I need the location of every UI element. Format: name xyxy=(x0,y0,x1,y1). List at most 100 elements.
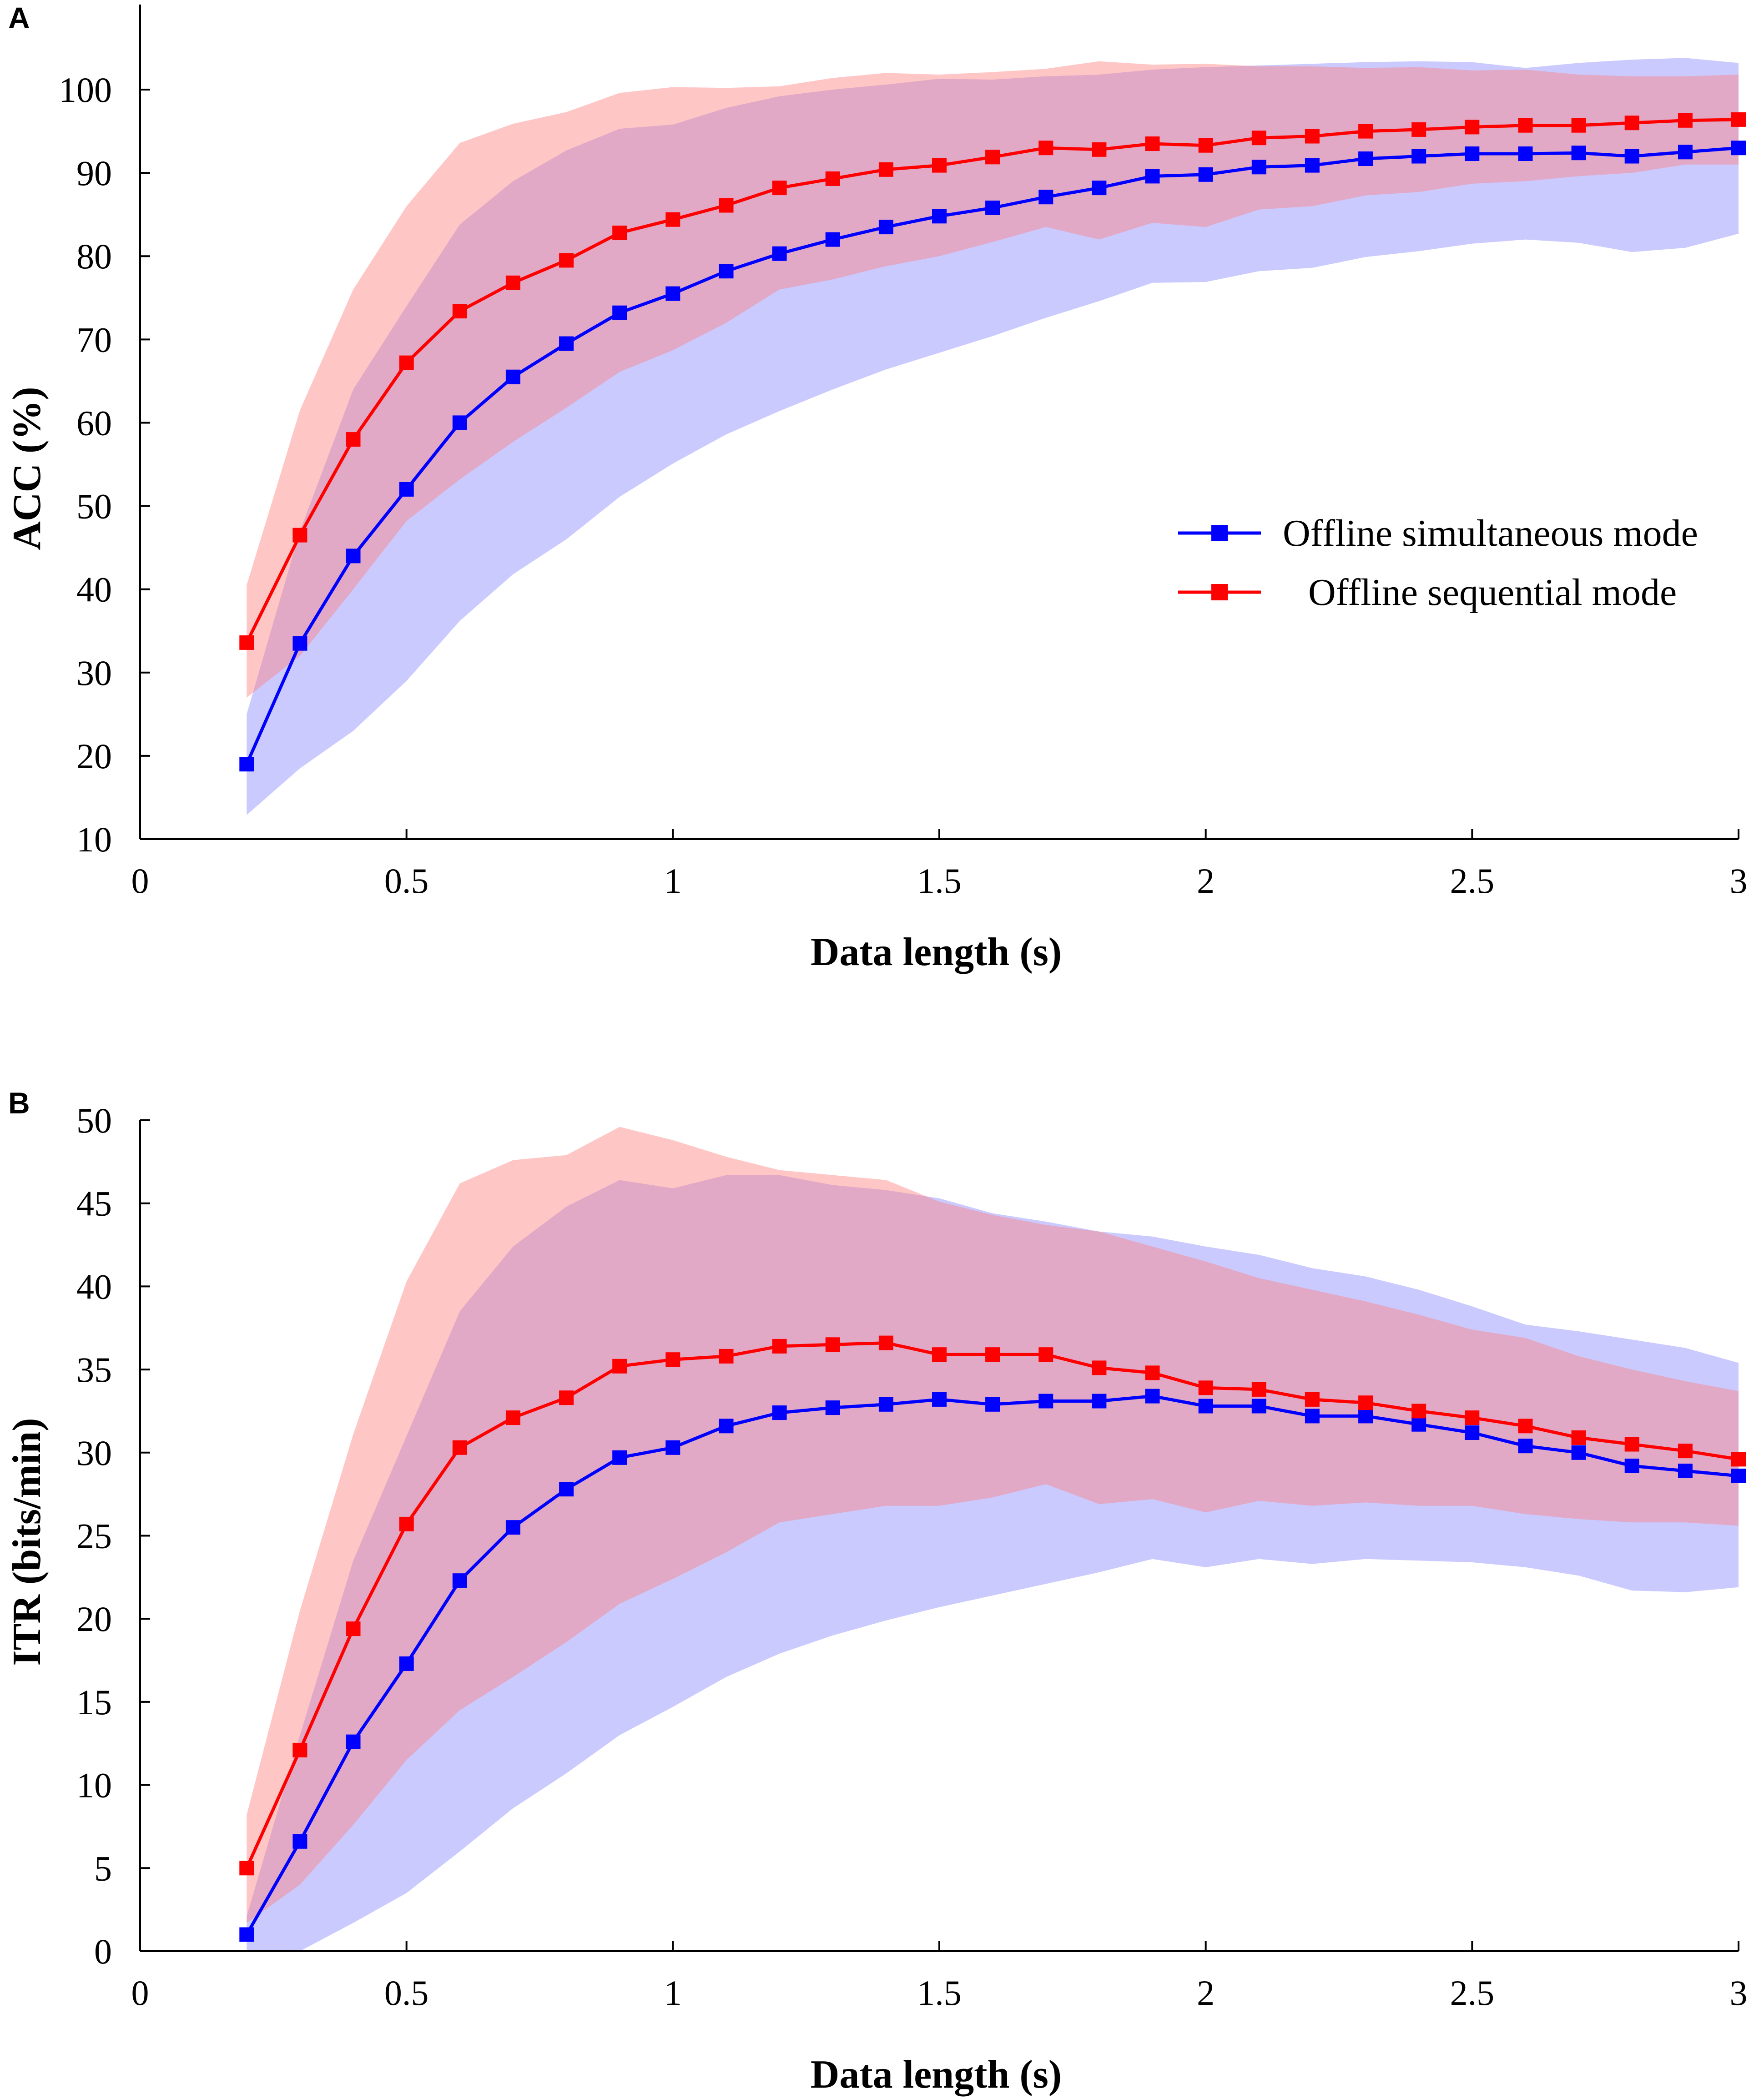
data-point-simultaneous xyxy=(612,305,627,320)
series-b xyxy=(239,1335,1746,1942)
y-tick-label: 5 xyxy=(94,1848,112,1888)
data-point-sequential xyxy=(1358,1395,1373,1410)
data-point-simultaneous xyxy=(1678,145,1693,160)
y-tick-label: 45 xyxy=(76,1184,112,1223)
data-point-simultaneous xyxy=(559,1482,574,1497)
y-tick-label: 80 xyxy=(76,237,112,276)
data-point-simultaneous xyxy=(239,757,254,772)
data-point-simultaneous xyxy=(1092,181,1107,196)
x-axis-title-a: Data length (s) xyxy=(811,930,1062,974)
y-tick-label: 60 xyxy=(76,403,112,443)
data-point-simultaneous xyxy=(772,246,787,261)
data-point-simultaneous xyxy=(559,336,574,351)
data-point-simultaneous xyxy=(985,201,1000,215)
data-point-sequential xyxy=(1678,113,1693,128)
data-point-simultaneous xyxy=(1251,160,1266,175)
data-point-simultaneous xyxy=(1571,1445,1586,1460)
y-tick-label: 35 xyxy=(76,1350,112,1389)
data-point-sequential xyxy=(452,1440,467,1455)
x-tick-label: 0.5 xyxy=(384,1973,429,2013)
data-point-simultaneous xyxy=(985,1397,1000,1412)
data-point-simultaneous xyxy=(1358,1409,1373,1424)
data-point-simultaneous xyxy=(878,1397,893,1412)
data-point-simultaneous xyxy=(1358,151,1373,166)
data-point-simultaneous xyxy=(612,1450,627,1465)
data-point-simultaneous xyxy=(665,286,680,301)
data-point-simultaneous xyxy=(1731,1469,1746,1483)
data-point-sequential xyxy=(505,1410,520,1425)
data-point-sequential xyxy=(1518,118,1533,133)
data-point-sequential xyxy=(452,304,467,319)
data-point-sequential xyxy=(985,1347,1000,1362)
data-point-sequential xyxy=(932,1347,947,1362)
data-point-sequential xyxy=(1251,131,1266,146)
data-point-simultaneous xyxy=(932,1392,947,1407)
data-point-sequential xyxy=(1038,141,1053,156)
x-tick-label: 0 xyxy=(131,861,149,901)
data-point-sequential xyxy=(612,1359,627,1374)
data-point-simultaneous xyxy=(1251,1399,1266,1414)
data-point-sequential xyxy=(1358,124,1373,139)
data-point-sequential xyxy=(1518,1419,1533,1434)
data-point-simultaneous xyxy=(878,220,893,235)
data-point-sequential xyxy=(1411,122,1426,137)
y-tick-label: 0 xyxy=(94,1932,112,1971)
data-point-sequential xyxy=(665,1352,680,1367)
y-axis-title-b: ITR (bits/min) xyxy=(5,1418,49,1666)
data-point-sequential xyxy=(1092,142,1107,157)
data-point-sequential xyxy=(772,181,787,196)
data-point-simultaneous xyxy=(1518,146,1533,161)
y-tick-label: 50 xyxy=(76,1101,112,1140)
data-point-sequential xyxy=(719,1349,734,1364)
x-tick-label: 1.5 xyxy=(917,1973,962,2013)
y-tick-label: 10 xyxy=(76,820,112,859)
data-point-simultaneous xyxy=(825,232,840,247)
y-tick-label: 50 xyxy=(76,487,112,526)
y-tick-label: 30 xyxy=(76,1433,112,1473)
data-point-simultaneous xyxy=(1518,1439,1533,1454)
x-tick-label: 0.5 xyxy=(384,861,429,901)
x-tick-label: 1 xyxy=(664,861,682,901)
data-point-sequential xyxy=(1251,1382,1266,1397)
y-tick-label: 90 xyxy=(76,153,112,193)
x-tick-label: 2.5 xyxy=(1450,861,1495,901)
data-point-simultaneous xyxy=(1198,167,1213,182)
data-point-sequential xyxy=(1411,1404,1426,1419)
data-point-sequential xyxy=(772,1339,787,1354)
data-point-simultaneous xyxy=(505,1520,520,1535)
data-point-sequential xyxy=(346,432,361,447)
data-point-sequential xyxy=(1038,1347,1053,1362)
y-tick-label: 30 xyxy=(76,653,112,693)
data-point-sequential xyxy=(1305,129,1320,144)
data-point-sequential xyxy=(825,1337,840,1352)
data-point-sequential xyxy=(239,635,254,650)
data-point-simultaneous xyxy=(452,415,467,430)
data-point-sequential xyxy=(1305,1392,1320,1407)
data-point-simultaneous xyxy=(1411,1417,1426,1432)
data-point-sequential xyxy=(825,171,840,186)
data-point-simultaneous xyxy=(1731,141,1746,156)
data-point-simultaneous xyxy=(399,1656,414,1671)
legend-label-sequential: Offline sequential mode xyxy=(1308,571,1677,614)
ticks-a: 0 0.5 1 1.5 2 2.5 3 10 20 30 40 50 60 70 80 90 100 xyxy=(59,70,1748,901)
x-tick-label: 2.5 xyxy=(1450,1973,1495,2013)
y-tick-label: 20 xyxy=(76,1599,112,1639)
panel-label-b: B xyxy=(8,1086,30,1120)
data-point-simultaneous xyxy=(1145,169,1160,184)
data-point-simultaneous xyxy=(292,1834,307,1849)
data-point-simultaneous xyxy=(665,1440,680,1455)
data-point-sequential xyxy=(1571,118,1586,133)
data-point-sequential xyxy=(1145,136,1160,151)
x-tick-label: 2 xyxy=(1197,861,1215,901)
data-point-simultaneous xyxy=(239,1927,254,1942)
data-point-simultaneous xyxy=(399,482,414,497)
data-point-sequential xyxy=(1571,1430,1586,1445)
data-point-simultaneous xyxy=(1305,158,1320,173)
y-tick-label: 25 xyxy=(76,1516,112,1556)
data-point-sequential xyxy=(1624,116,1639,131)
y-tick-label: 100 xyxy=(59,70,112,110)
data-point-simultaneous xyxy=(1038,1394,1053,1409)
std-band-simultaneous xyxy=(247,58,1739,815)
data-point-sequential xyxy=(505,275,520,290)
